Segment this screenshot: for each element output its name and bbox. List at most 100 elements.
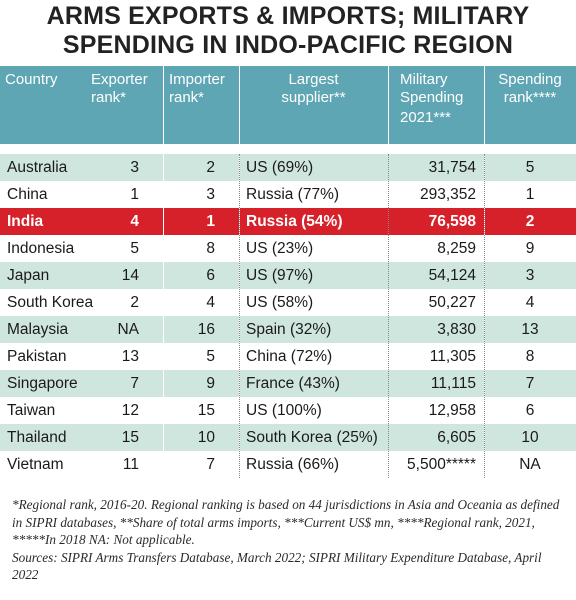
header-importer-line2: rank*	[169, 88, 205, 106]
footnote-sources: Sources: SIPRI Arms Transfers Database, …	[12, 549, 542, 583]
footnote-definitions: *Regional rank, 2016-20. Regional rankin…	[12, 497, 560, 547]
cell-spending: 293,352	[419, 186, 476, 203]
header-srank-line2: rank****	[503, 88, 557, 106]
cell-importer-rank: 2	[163, 154, 239, 181]
cell-spending-rank: 2	[484, 208, 576, 235]
cell-exporter-rank: 4	[130, 213, 139, 230]
column-divider	[163, 154, 164, 478]
cell-spending-rank: 4	[525, 294, 535, 311]
cell-importer-rank: 16	[163, 316, 239, 343]
cell-exporter-rank: 15	[121, 429, 139, 446]
cell-spending: 3,830	[388, 316, 484, 343]
table-row: Singapore 7 9 France (43%) 11,115 7	[0, 370, 576, 397]
cell-country: Thailand	[0, 424, 163, 451]
cell-spending-rank: 8	[525, 348, 535, 365]
cell-spending: 50,227	[428, 294, 476, 311]
table-row: Vietnam 11 7 Russia (66%) 5,500***** NA	[0, 451, 576, 478]
header-exporter: Exporter rank*	[91, 71, 148, 106]
cell-exporter-rank: 5	[130, 240, 139, 257]
cell-supplier: China (72%)	[246, 348, 333, 365]
header-spending: Military Spending 2021***	[388, 66, 484, 144]
cell-importer-rank: 3	[206, 186, 215, 203]
cell-country: Indonesia	[7, 240, 75, 257]
cell-supplier: US (69%)	[239, 154, 388, 181]
cell-supplier: Spain (32%)	[239, 316, 388, 343]
header-spending-line1: Military	[400, 71, 448, 88]
cell-exporter-rank: NA	[117, 321, 139, 338]
cell-spending: 11,115	[388, 370, 484, 397]
cell-country: Taiwan	[7, 402, 56, 419]
cell-supplier: South Korea (25%)	[239, 424, 388, 451]
cell-supplier: Russia (77%)	[246, 186, 340, 203]
header-srank-line1: Spending	[498, 71, 562, 88]
header-country-label: Country	[5, 71, 58, 88]
header-supplier: Largest supplier**	[239, 66, 388, 144]
cell-country: Malaysia	[0, 316, 163, 343]
column-divider-dotted	[388, 154, 389, 478]
header-supplier-line2: supplier**	[281, 88, 346, 106]
cell-exporter-rank: 3	[130, 159, 139, 176]
cell-spending: 11,305	[429, 348, 476, 365]
cell-spending-rank: 1	[525, 186, 535, 203]
header-divider	[239, 66, 240, 144]
table-body: Australia 3 2 US (69%) 31,754 5 China 1 …	[0, 154, 576, 478]
cell-spending-rank: 5	[484, 154, 576, 181]
cell-spending: 12,958	[428, 402, 476, 419]
header-supplier-line1: Largest	[288, 71, 339, 88]
cell-importer-rank: 10	[163, 424, 239, 451]
header-divider	[484, 66, 485, 144]
column-divider-dotted	[239, 154, 240, 478]
cell-importer-rank: 4	[206, 294, 215, 311]
cell-country: Singapore	[0, 370, 163, 397]
data-table: Country Exporter rank* Importer rank* La…	[0, 66, 576, 584]
table-row: Japan 14 6 US (97%) 54,124 3	[0, 262, 576, 289]
header-divider	[388, 66, 389, 144]
table-row-highlighted: India 4 1 Russia (54%) 76,598 2	[0, 208, 576, 235]
header-divider	[163, 66, 164, 144]
header-importer: Importer rank*	[163, 66, 239, 144]
cell-supplier: Russia (54%)	[239, 208, 388, 235]
cell-country: Pakistan	[7, 348, 67, 365]
cell-importer-rank: 1	[163, 208, 239, 235]
header-spending-rank: Spending rank****	[484, 66, 576, 144]
cell-supplier: US (97%)	[239, 262, 388, 289]
cell-country: Vietnam	[7, 456, 64, 473]
table-row: Taiwan 12 15 US (100%) 12,958 6	[0, 397, 576, 424]
table-row: Malaysia NA 16 Spain (32%) 3,830 13	[0, 316, 576, 343]
cell-exporter-rank: 11	[122, 456, 139, 473]
cell-spending: 54,124	[388, 262, 484, 289]
cell-spending: 5,500*****	[407, 456, 476, 473]
cell-exporter-rank: 13	[121, 348, 139, 365]
title-line-2: SPENDING IN INDO-PACIFIC REGION	[62, 31, 514, 59]
cell-spending-rank: 6	[525, 402, 535, 419]
page-title: ARMS EXPORTS & IMPORTS; MILITARY SPENDIN…	[0, 0, 576, 64]
cell-supplier: US (23%)	[246, 240, 314, 257]
cell-supplier: France (43%)	[239, 370, 388, 397]
cell-spending: 31,754	[388, 154, 484, 181]
cell-spending-rank: NA	[519, 456, 541, 473]
cell-importer-rank: 6	[163, 262, 239, 289]
cell-exporter-rank: 1	[130, 186, 139, 203]
table-row: South Korea 2 4 US (58%) 50,227 4	[0, 289, 576, 316]
cell-country: India	[0, 208, 163, 235]
cell-country: China	[7, 186, 48, 203]
cell-exporter-rank: 7	[130, 375, 139, 392]
cell-supplier: US (58%)	[246, 294, 314, 311]
header-country: Country Exporter rank*	[0, 66, 163, 144]
cell-supplier: Russia (66%)	[246, 456, 340, 473]
cell-country: Australia	[0, 154, 163, 181]
cell-exporter-rank: 12	[121, 402, 139, 419]
cell-exporter-rank: 14	[121, 267, 139, 284]
cell-spending: 8,259	[437, 240, 476, 257]
cell-exporter-rank: 2	[130, 294, 139, 311]
column-divider-dotted	[484, 154, 485, 478]
cell-country: Japan	[0, 262, 163, 289]
table-row: Thailand 15 10 South Korea (25%) 6,605 1…	[0, 424, 576, 451]
cell-supplier: US (100%)	[246, 402, 322, 419]
table-row: Pakistan 13 5 China (72%) 11,305 8	[0, 343, 576, 370]
table-row: China 1 3 Russia (77%) 293,352 1	[0, 181, 576, 208]
cell-importer-rank: 8	[206, 240, 215, 257]
cell-importer-rank: 9	[163, 370, 239, 397]
header-exporter-line2: rank*	[91, 88, 127, 106]
footnotes: *Regional rank, 2016-20. Regional rankin…	[0, 496, 576, 584]
